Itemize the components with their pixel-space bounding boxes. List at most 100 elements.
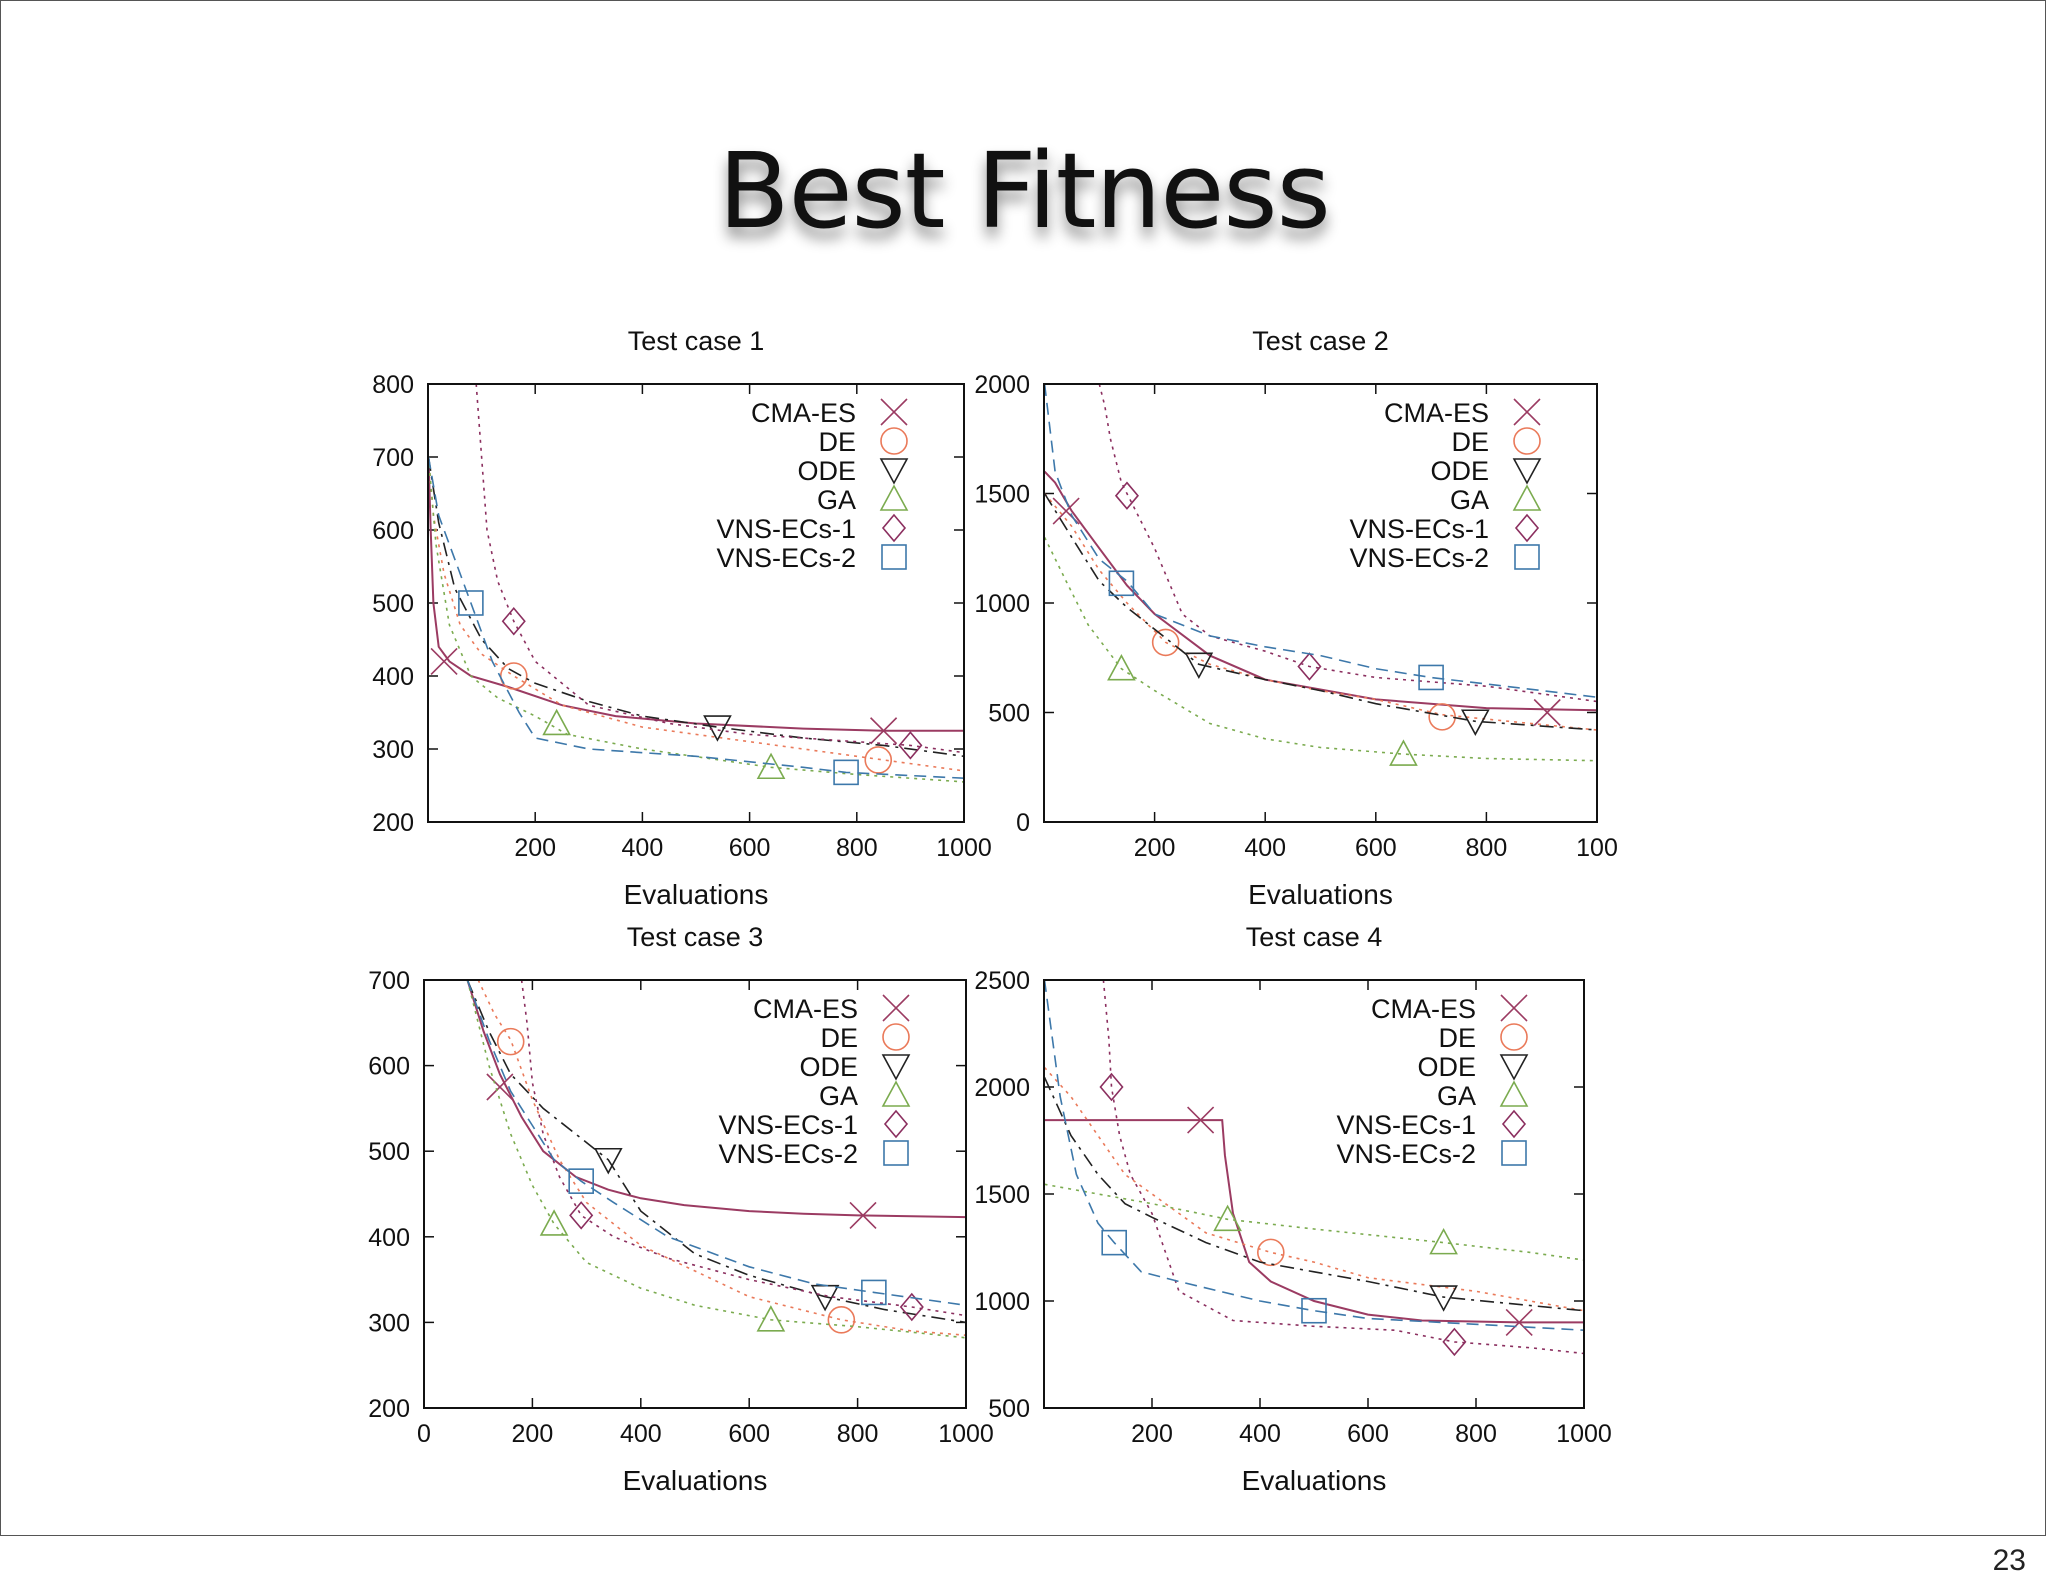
- page-title: Best Fitness: [718, 130, 1331, 252]
- legend-label: GA: [817, 485, 856, 515]
- x-tick-label: 1000: [938, 1420, 994, 1448]
- chart-title: Test case 2: [1252, 326, 1389, 356]
- data-point-cma-es: [849, 1201, 877, 1229]
- data-point-de: [1151, 628, 1180, 657]
- legend-label: GA: [819, 1081, 858, 1111]
- legend-marker: [1500, 994, 1528, 1022]
- chart-test-case-1: Test case 1 Evaluations 200 400 600 800 1000 20…: [372, 326, 992, 910]
- x-tick-label: 400: [1244, 834, 1286, 862]
- data-point-vns-ecs-1: [1442, 1327, 1467, 1357]
- data-point-vns-ecs-2: [1101, 1229, 1127, 1256]
- legend-marker: [880, 398, 908, 426]
- legend-marker: [1512, 484, 1542, 511]
- y-tick-label: 600: [368, 1053, 410, 1081]
- data-point-vns-ecs-1: [898, 731, 923, 760]
- legend-label: VNS-ECs-1: [718, 1110, 858, 1140]
- plot-frame: [1043, 979, 1585, 1409]
- y-tick-label: 2500: [974, 967, 1030, 995]
- y-tick-label: 600: [372, 517, 414, 545]
- data-point-vns-ecs-2: [568, 1168, 594, 1194]
- legend-label: ODE: [1417, 1052, 1476, 1082]
- legend-marker: [1512, 458, 1542, 485]
- data-point-ga: [539, 1209, 569, 1236]
- data-point-ga: [756, 1305, 786, 1332]
- series-line-de: [428, 456, 964, 772]
- legend-label: ODE: [799, 1052, 858, 1082]
- x-tick-label: 200: [512, 1420, 554, 1448]
- legend-marker: [879, 458, 909, 485]
- data-point-ga: [1213, 1204, 1242, 1232]
- legend-label: GA: [1437, 1081, 1476, 1111]
- x-tick-label: 0: [417, 1420, 431, 1448]
- legend-marker: [880, 427, 908, 455]
- legend-marker: [1514, 544, 1540, 570]
- y-tick-label: 300: [368, 1309, 410, 1337]
- data-point-ode: [1184, 652, 1214, 679]
- y-tick-label: 400: [372, 663, 414, 691]
- legend-marker: [1513, 427, 1541, 455]
- legend-marker: [882, 1023, 910, 1051]
- y-tick-label: 700: [372, 444, 414, 472]
- data-point-vns-ecs-2: [1301, 1297, 1327, 1324]
- legend-marker: [881, 544, 907, 570]
- legend-marker: [1499, 1080, 1529, 1107]
- x-tick-label: 200: [1131, 1420, 1173, 1448]
- y-tick-label: 500: [988, 700, 1030, 728]
- data-point-vns-ecs-1: [1099, 1072, 1124, 1102]
- legend-marker: [1500, 1023, 1528, 1051]
- legend-label: VNS-ECs-2: [718, 1139, 858, 1169]
- data-point-de: [1257, 1238, 1285, 1267]
- x-tick-label: 800: [1466, 834, 1508, 862]
- series-line-cma-es: [466, 980, 966, 1219]
- data-point-de: [827, 1306, 856, 1334]
- series-line-vns-ecs-2: [466, 980, 966, 1307]
- data-point-ode: [1429, 1285, 1458, 1312]
- series-line-de: [477, 980, 966, 1336]
- x-tick-label: 600: [729, 834, 771, 862]
- legend-label: CMA-ES: [1384, 398, 1489, 428]
- data-point-vns-ecs-2: [1418, 664, 1444, 691]
- x-tick-label: 800: [1455, 1420, 1497, 1448]
- legend-marker: [883, 1109, 909, 1139]
- data-point-vns-ecs-2: [833, 759, 859, 786]
- series-line-ga: [466, 980, 966, 1339]
- legend-label: ODE: [797, 456, 856, 486]
- y-tick-label: 500: [372, 590, 414, 618]
- series-line-vns-ecs-1: [520, 980, 966, 1317]
- data-point-de: [499, 662, 528, 690]
- legend-label: VNS-ECs-2: [1336, 1139, 1476, 1169]
- x-tick-label: 600: [728, 1420, 770, 1448]
- legend-label: VNS-ECs-1: [716, 514, 856, 544]
- y-tick-label: 200: [372, 809, 414, 837]
- data-point-de: [1428, 703, 1456, 731]
- data-point-ga: [756, 752, 786, 780]
- data-point-de: [864, 746, 893, 774]
- data-point-ga: [1107, 654, 1136, 681]
- series-line-de: [1044, 1066, 1584, 1312]
- legend-marker: [881, 513, 907, 543]
- series-line-ode: [1044, 493, 1597, 731]
- data-point-ode: [593, 1147, 623, 1175]
- data-point-cma-es: [430, 647, 458, 675]
- x-axis-label: Evaluations: [1248, 879, 1393, 910]
- plot-frame: [423, 979, 967, 1409]
- data-point-ga: [542, 708, 571, 736]
- y-tick-label: 0: [1016, 809, 1030, 837]
- data-point-vns-ecs-1: [1297, 652, 1322, 681]
- legend-label: VNS-ECs-2: [716, 543, 856, 573]
- x-tick-label: 800: [837, 1420, 879, 1448]
- legend-marker: [881, 1054, 911, 1081]
- legend-label: CMA-ES: [751, 398, 856, 428]
- slide-frame: [0, 0, 2046, 1536]
- data-point-cma-es: [486, 1073, 514, 1101]
- y-tick-label: 1000: [974, 590, 1030, 618]
- y-tick-label: 200: [368, 1395, 410, 1423]
- legend-marker: [1499, 1054, 1529, 1081]
- legend-marker: [1501, 1109, 1527, 1139]
- legend-label: ODE: [1430, 456, 1489, 486]
